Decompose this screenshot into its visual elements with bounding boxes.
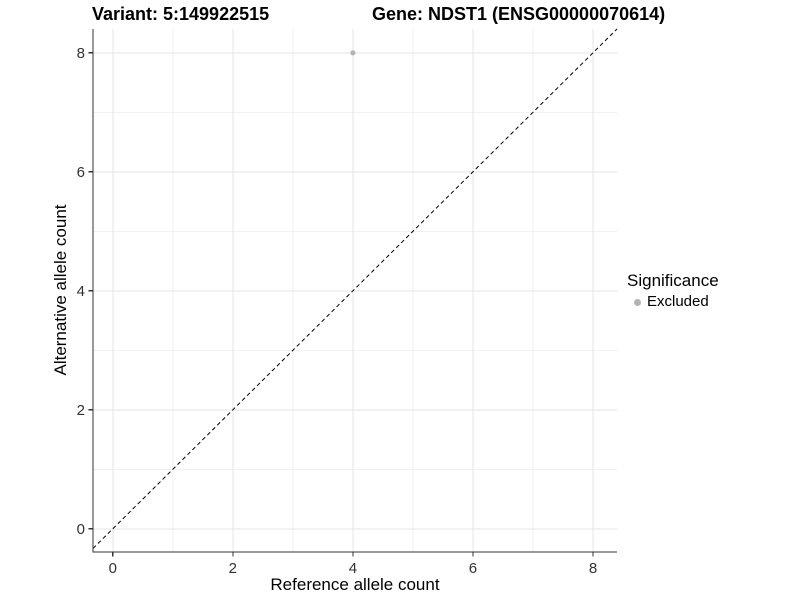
y-tick-label: 8	[77, 45, 85, 62]
y-tick-label: 6	[77, 164, 85, 181]
legend-items: Excluded	[627, 293, 719, 311]
x-tick-label: 4	[349, 560, 357, 577]
legend-title: Significance	[627, 271, 719, 290]
legend: Significance Excluded	[627, 271, 719, 311]
x-tick-label: 0	[109, 560, 117, 577]
legend-item-label: Excluded	[647, 293, 709, 310]
x-tick-label: 8	[589, 560, 597, 577]
y-tick-label: 2	[77, 402, 85, 419]
x-axis-title: Reference allele count	[270, 575, 440, 594]
x-tick-label: 6	[469, 560, 477, 577]
data-point	[350, 50, 356, 56]
identity-dashed-line	[92, 28, 618, 549]
plot-title-gene: Gene: NDST1 (ENSG00000070614)	[372, 4, 666, 24]
y-tick-label: 4	[77, 283, 85, 300]
legend-key-dot-icon	[634, 298, 641, 306]
y-axis-title: Alternative allele count	[51, 204, 70, 376]
legend-item: Excluded	[627, 293, 719, 311]
plot-title-variant: Variant: 5:149922515	[92, 4, 270, 24]
y-tick-label: 0	[77, 521, 85, 538]
x-tick-label: 2	[229, 560, 237, 577]
